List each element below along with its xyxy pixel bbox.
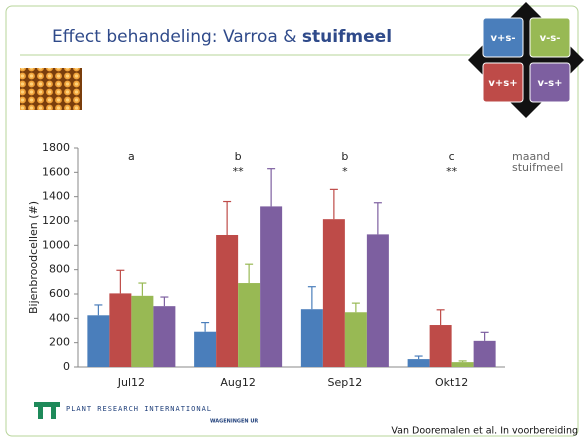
y-tick-label: 1000 — [42, 238, 70, 251]
x-tick-label: Okt12 — [435, 376, 468, 389]
bar — [260, 206, 282, 367]
bar — [408, 359, 430, 367]
annotation-letter: b — [341, 150, 348, 163]
legend-label: v-s+ — [538, 78, 563, 89]
slide-title: Effect behandeling: Varroa & stuifmeel — [52, 27, 392, 47]
y-axis-title: Bijenbroodcellen (#) — [27, 201, 40, 314]
annotation-stars: ** — [233, 165, 245, 178]
bar — [238, 283, 260, 367]
bar — [194, 332, 216, 367]
bar — [301, 309, 323, 367]
slide: Effect behandeling: Varroa & stuifmeel v… — [0, 0, 584, 441]
bar — [430, 325, 452, 367]
logo-bar — [34, 402, 60, 407]
x-tick-label: Jul12 — [117, 376, 145, 389]
bar — [345, 312, 367, 367]
bar — [367, 234, 389, 367]
y-tick-label: 1800 — [42, 141, 70, 154]
honeycomb-image — [20, 68, 82, 110]
x-tick-label: Sep12 — [328, 376, 363, 389]
logo-leg — [51, 407, 56, 419]
x-tick-label: Aug12 — [220, 376, 255, 389]
y-tick-label: 0 — [63, 360, 70, 373]
logo-leg — [38, 407, 43, 419]
annotation-stars: ** — [446, 165, 458, 178]
logo-text: PLANT RESEARCH INTERNATIONAL — [66, 405, 212, 413]
bar — [452, 362, 474, 367]
bar — [153, 306, 175, 367]
bar — [216, 235, 238, 367]
legend-label: v+s+ — [488, 78, 517, 89]
annotation-letter: b — [235, 150, 242, 163]
y-tick-label: 1200 — [42, 214, 70, 227]
y-tick-label: 400 — [49, 311, 70, 324]
bar — [131, 296, 153, 367]
logo-subtext: WAGENINGEN UR — [210, 419, 258, 425]
citation: Van Dooremalen et al. In voorbereiding — [391, 426, 578, 437]
y-tick-label: 1600 — [42, 165, 70, 178]
title-bold: stuifmeel — [302, 27, 392, 47]
legend-label: v-s- — [540, 33, 561, 44]
bar — [323, 219, 345, 367]
title-part: Effect behandeling: Varroa & — [52, 27, 302, 47]
annotation-label: stuifmeel — [512, 161, 563, 174]
annotation-letter: c — [449, 150, 455, 163]
page: {"title_plain": "Effect behandeling: Var… — [0, 0, 584, 441]
y-tick-label: 1400 — [42, 190, 70, 203]
bar — [109, 293, 131, 367]
bar — [87, 315, 109, 367]
annotation-stars: * — [342, 165, 348, 178]
y-tick-label: 800 — [49, 263, 70, 276]
legend-label: v+s- — [491, 33, 516, 44]
bar — [474, 341, 496, 367]
y-tick-label: 600 — [49, 287, 70, 300]
y-tick-label: 200 — [49, 336, 70, 349]
annotation-letter: a — [128, 150, 135, 163]
plot: 0 200 400 600 800 1000 1200 1400 1600 1800 Bijenbr… — [27, 141, 563, 389]
